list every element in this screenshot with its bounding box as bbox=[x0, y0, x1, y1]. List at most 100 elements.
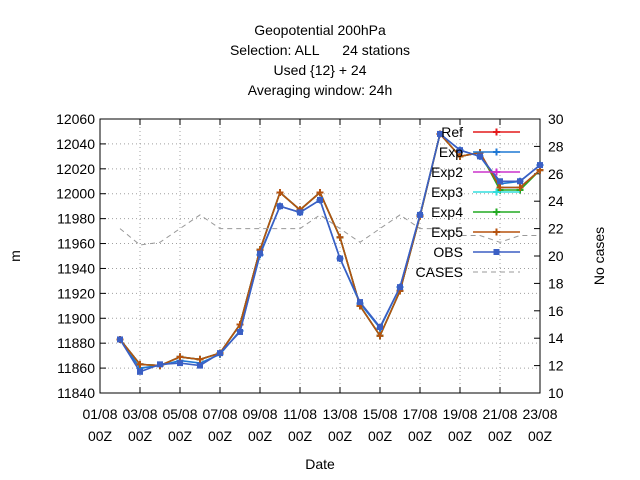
data-point bbox=[377, 323, 383, 330]
y2-tick-label: 12 bbox=[548, 358, 564, 374]
series-line-exp2 bbox=[119, 132, 541, 367]
y-tick-label: 12060 bbox=[56, 111, 95, 127]
x-tick-sublabel: 00Z bbox=[368, 428, 393, 444]
x-tick-sublabel: 00Z bbox=[168, 428, 193, 444]
x-tick-sublabel: 00Z bbox=[208, 428, 233, 444]
series-line-exp4 bbox=[119, 132, 541, 367]
y-tick-label: 11860 bbox=[57, 360, 95, 376]
legend-item: Exp3 bbox=[431, 184, 520, 200]
data-point bbox=[257, 250, 263, 257]
data-point bbox=[337, 255, 343, 262]
legend-marker bbox=[493, 188, 500, 196]
x-tick-label: 23/08 bbox=[522, 406, 557, 422]
x-tick-sublabel: 00Z bbox=[288, 428, 313, 444]
plot-frame bbox=[99, 118, 541, 394]
x-tick-sublabel: 00Z bbox=[328, 428, 353, 444]
y2-axis-ticks: 10 12 14 16 18 20 22 24 26 28 30 bbox=[534, 111, 564, 401]
data-point bbox=[457, 147, 463, 154]
legend-marker bbox=[493, 168, 500, 176]
x-tick-label: 11/08 bbox=[283, 406, 317, 422]
data-point bbox=[176, 353, 184, 361]
data-point bbox=[136, 360, 144, 368]
y-tick-label: 11900 bbox=[57, 310, 95, 326]
x-tick-label: 07/08 bbox=[202, 406, 237, 422]
legend-marker bbox=[493, 128, 500, 136]
series-ref bbox=[116, 130, 544, 370]
series-exp2 bbox=[116, 130, 544, 370]
legend-label: CASES bbox=[416, 264, 463, 280]
chart-title: Geopotential 200hPa Selection: ALL 24 st… bbox=[230, 22, 410, 98]
data-point bbox=[217, 350, 223, 357]
data-point bbox=[397, 284, 403, 291]
x-tick-label: 05/08 bbox=[162, 406, 197, 422]
title-line-2: Selection: ALL 24 stations bbox=[230, 42, 410, 58]
y2-tick-label: 26 bbox=[548, 166, 564, 182]
data-point bbox=[196, 355, 204, 363]
series-line-obs bbox=[119, 132, 541, 373]
data-point bbox=[137, 368, 143, 375]
data-point bbox=[456, 152, 464, 160]
y-axis-label: m bbox=[7, 250, 23, 262]
data-point bbox=[336, 233, 344, 241]
data-point bbox=[276, 188, 284, 196]
legend-label: Exp5 bbox=[431, 224, 463, 240]
data-point bbox=[497, 178, 503, 185]
legend-item: OBS bbox=[433, 244, 520, 260]
legend-label: Ref bbox=[441, 124, 463, 140]
data-point bbox=[297, 209, 303, 216]
legend: Ref Exp Exp2 Exp3 Exp4 Exp5 OBS CASES bbox=[416, 124, 520, 280]
legend-marker bbox=[493, 148, 500, 156]
y-tick-label: 11880 bbox=[57, 335, 95, 351]
series-line-ref bbox=[119, 132, 541, 367]
x-tick-label: 03/08 bbox=[122, 406, 157, 422]
x-tick-label: 21/08 bbox=[482, 406, 517, 422]
x-tick-sublabel: 00Z bbox=[248, 428, 273, 444]
data-point bbox=[477, 153, 483, 160]
legend-item: Ref bbox=[441, 124, 520, 140]
series-line-exp3 bbox=[119, 132, 541, 367]
x-tick-label: 19/08 bbox=[442, 406, 477, 422]
data-point bbox=[517, 178, 523, 185]
y2-tick-label: 10 bbox=[548, 385, 564, 401]
grid bbox=[100, 119, 540, 393]
y-tick-label: 11920 bbox=[57, 285, 95, 301]
series-exp5 bbox=[116, 130, 544, 370]
x-tick-label: 17/08 bbox=[402, 406, 437, 422]
y-tick-label: 11960 bbox=[57, 236, 95, 252]
x-axis-ticks: 01/08 00Z 03/08 00Z 05/08 00Z 07/08 00Z 09/08 00Z… bbox=[82, 119, 558, 444]
y2-tick-label: 24 bbox=[548, 193, 564, 209]
data-point bbox=[496, 184, 504, 191]
series-cases bbox=[119, 214, 540, 246]
legend-marker bbox=[493, 228, 500, 236]
data-point bbox=[317, 196, 323, 203]
x-tick-sublabel: 00Z bbox=[128, 428, 153, 444]
legend-marker bbox=[493, 249, 500, 255]
title-line-4: Averaging window: 24h bbox=[248, 82, 393, 98]
series-exp bbox=[116, 130, 544, 372]
data-point bbox=[357, 299, 363, 306]
x-tick-sublabel: 00Z bbox=[488, 428, 513, 444]
y2-tick-label: 20 bbox=[548, 248, 564, 264]
y-tick-label: 11980 bbox=[57, 211, 95, 227]
data-point bbox=[437, 130, 443, 137]
series-line-exp bbox=[119, 132, 541, 369]
y2-tick-label: 30 bbox=[548, 111, 564, 127]
data-point bbox=[417, 211, 423, 218]
title-line-1: Geopotential 200hPa bbox=[254, 22, 386, 38]
y-tick-label: 12000 bbox=[56, 186, 95, 202]
y-tick-label: 12040 bbox=[56, 136, 95, 152]
y-axis-ticks: 11840 11860 11880 11900 11920 11940 11960 11980… bbox=[56, 111, 106, 401]
x-tick-label: 15/08 bbox=[362, 406, 397, 422]
data-point bbox=[277, 203, 283, 210]
y2-tick-label: 16 bbox=[548, 303, 564, 319]
y2-tick-label: 18 bbox=[548, 275, 564, 291]
x-tick-sublabel: 00Z bbox=[528, 428, 553, 444]
x-tick-label: 01/08 bbox=[82, 406, 117, 422]
y-tick-label: 12020 bbox=[56, 161, 95, 177]
legend-label: Exp3 bbox=[431, 184, 463, 200]
series-line-exp5 bbox=[119, 132, 541, 367]
legend-item: Exp bbox=[439, 144, 520, 160]
series-line-cases bbox=[119, 214, 540, 246]
series-obs bbox=[117, 130, 543, 375]
